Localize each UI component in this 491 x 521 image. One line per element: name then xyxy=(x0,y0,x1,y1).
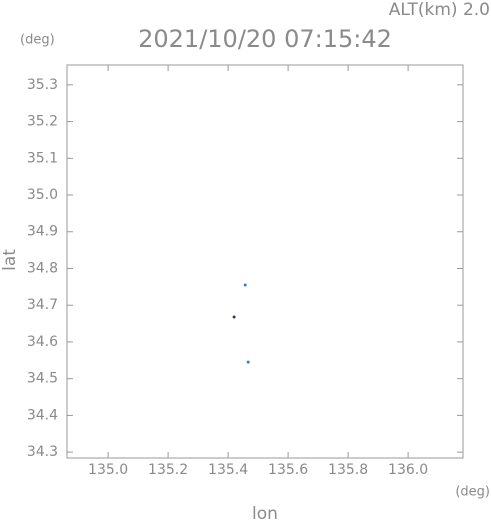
x-tick-label: 135.0 xyxy=(88,462,128,478)
x-tick-label: 135.2 xyxy=(148,462,188,478)
y-unit: (deg) xyxy=(20,33,55,48)
chart-title: 2021/10/20 07:15:42 xyxy=(138,25,392,53)
x-tick-label: 135.8 xyxy=(328,462,368,478)
plot-frame xyxy=(66,64,464,459)
y-axis-label: lat xyxy=(0,249,20,271)
y-tick-label: 35.3 xyxy=(27,77,58,93)
y-tick-label: 34.5 xyxy=(27,371,58,387)
x-unit: (deg) xyxy=(455,485,490,500)
x-axis-label: lon xyxy=(252,504,278,521)
y-tick-label: 35.1 xyxy=(27,150,58,166)
y-tick-label: 34.4 xyxy=(27,407,58,423)
y-tick-label: 34.8 xyxy=(27,260,58,276)
y-tick-label: 34.6 xyxy=(27,334,58,350)
y-tick-label: 34.7 xyxy=(27,297,58,313)
y-tick-label: 35.0 xyxy=(27,187,58,203)
point xyxy=(246,360,250,364)
y-tick-label: 35.2 xyxy=(27,114,58,130)
x-tick-label: 136.0 xyxy=(388,462,428,478)
y-tick-label: 34.3 xyxy=(27,444,58,460)
subtitle: ALT(km) 2.0 xyxy=(389,0,490,20)
x-tick-label: 135.6 xyxy=(268,462,308,478)
point xyxy=(243,283,247,287)
point xyxy=(232,315,236,319)
y-tick-label: 34.9 xyxy=(27,224,58,240)
x-tick-label: 135.4 xyxy=(208,462,248,478)
